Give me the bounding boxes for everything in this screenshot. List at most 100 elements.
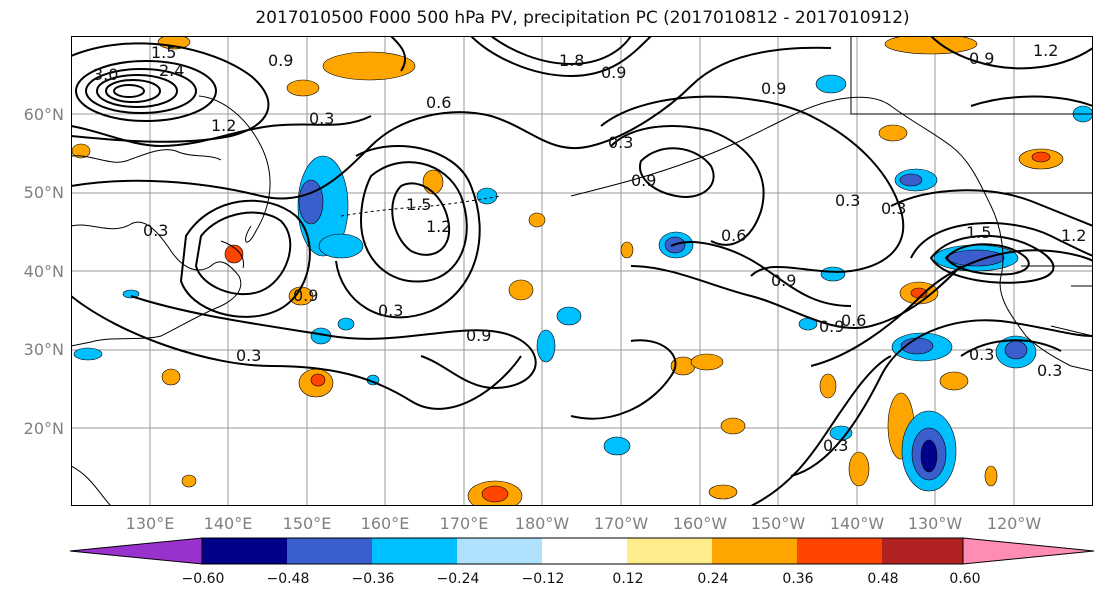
contour-label: 3.0 xyxy=(93,65,118,84)
precip-patch xyxy=(820,266,846,282)
precip-patch xyxy=(1004,340,1028,360)
precip-patch xyxy=(947,249,1005,267)
pv-contour xyxy=(390,36,407,72)
coastlines xyxy=(71,36,1093,506)
pv-contour xyxy=(75,60,217,122)
colorbar-tick: −0.24 xyxy=(436,571,480,587)
lon-label: 170°W xyxy=(593,514,649,533)
precip-patch xyxy=(298,179,324,225)
contour-label: 1.8 xyxy=(559,51,584,70)
contour-label: 1.2 xyxy=(426,217,451,236)
pv-contour xyxy=(750,355,892,506)
precip-positive-anomalies xyxy=(71,36,1064,506)
pv-contour xyxy=(391,182,451,256)
precip-patch xyxy=(899,173,923,187)
precip-patch xyxy=(556,306,582,326)
precip-patch xyxy=(508,279,534,301)
contour-label: 0.6 xyxy=(426,93,451,112)
contour-labels: 3.0 1.5 2.4 0.9 1.2 1.8 0.9 0.6 0.9 0.3 … xyxy=(93,41,1086,455)
precip-patch xyxy=(337,317,355,331)
map-title: 2017010500 F000 500 hPa PV, precipitatio… xyxy=(255,8,910,28)
colorbar-extend-high xyxy=(962,537,1095,565)
precip-patch xyxy=(815,74,847,94)
precip-patch xyxy=(536,329,556,363)
precip-patch xyxy=(286,79,320,97)
contour-label: 0.9 xyxy=(601,63,626,82)
coastline-east-asia xyxy=(71,221,242,347)
pv-contour xyxy=(929,234,1055,284)
precip-patch xyxy=(708,484,738,500)
pv-contour xyxy=(490,36,632,66)
contour-label: 1.5 xyxy=(151,43,176,62)
precip-patch xyxy=(620,241,634,259)
lat-label-30n: 30°N xyxy=(23,340,64,359)
pv-contour xyxy=(570,339,677,420)
pv-contour xyxy=(359,161,468,283)
lon-label: 160°E xyxy=(360,514,410,533)
precip-patch xyxy=(984,465,998,487)
precip-patch xyxy=(481,485,509,503)
pv-contour xyxy=(960,339,1062,357)
pv-contour xyxy=(600,95,905,277)
coastline-japan xyxy=(220,240,245,269)
colorbar-tick: −0.12 xyxy=(521,571,565,587)
contour-label: 0.9 xyxy=(466,326,491,345)
precip-patch xyxy=(224,244,244,264)
precip-patch xyxy=(878,124,908,142)
colorbar-segment xyxy=(797,538,882,564)
pv-contour xyxy=(890,189,1093,227)
contour-label: 0.3 xyxy=(823,436,848,455)
colorbar-tick: −0.48 xyxy=(266,571,310,587)
island-chain-kuril xyxy=(340,195,502,217)
pv-contour xyxy=(105,79,161,103)
pv-contour xyxy=(790,319,1093,477)
colorbar-tick: −0.36 xyxy=(351,571,395,587)
contour-label: 0.6 xyxy=(721,226,746,245)
precip-patch xyxy=(181,474,197,488)
coastline-alaska-na xyxy=(570,96,1093,372)
lon-label: 120°W xyxy=(986,514,1042,533)
precip-patch xyxy=(476,187,498,205)
contour-label: 0.3 xyxy=(969,345,994,364)
contour-label: 1.2 xyxy=(1033,41,1058,60)
pv-contour xyxy=(470,36,652,78)
pv-contour xyxy=(930,36,1093,70)
lat-label-40n: 40°N xyxy=(23,262,64,281)
pv-contour xyxy=(335,145,481,319)
map-panel: 3.0 1.5 2.4 0.9 1.2 1.8 0.9 0.6 0.9 0.3 … xyxy=(71,36,1093,506)
pv-contour xyxy=(910,222,1093,259)
precip-patch xyxy=(1031,151,1051,163)
border-state xyxy=(1050,325,1093,337)
coastline-russia xyxy=(71,149,222,163)
contour-label: 0.3 xyxy=(378,301,403,320)
lon-label: 140°W xyxy=(829,514,885,533)
colorbar-segment xyxy=(372,538,457,564)
contour-label: 1.5 xyxy=(966,223,991,242)
pv-contour xyxy=(179,199,311,318)
precip-patch xyxy=(73,347,103,361)
pv-contour xyxy=(71,295,522,410)
colorbar-tick: 0.48 xyxy=(867,571,899,587)
pv-contour xyxy=(610,125,765,246)
precip-patch xyxy=(920,439,938,473)
precip-patch xyxy=(422,169,444,195)
pv-contour xyxy=(71,46,832,200)
pv-contours xyxy=(71,36,1093,506)
colorbar-segment xyxy=(202,538,287,564)
pv-contour xyxy=(194,211,292,296)
contour-label: 0.9 xyxy=(268,51,293,70)
pv-contour xyxy=(970,95,1093,107)
contour-label: 0.9 xyxy=(819,317,844,336)
precip-patch xyxy=(310,373,326,387)
contour-label: 1.2 xyxy=(1061,226,1086,245)
lon-label: 130°E xyxy=(125,514,175,533)
contour-label: 0.3 xyxy=(881,199,906,218)
contour-label: 0.3 xyxy=(608,133,633,152)
colorbar-tick: 0.36 xyxy=(782,571,814,587)
contour-label: 2.4 xyxy=(159,61,184,80)
precip-patch xyxy=(939,371,969,391)
pv-contour xyxy=(71,115,372,148)
precip-negative-anomalies xyxy=(73,74,1093,492)
colorbar-segment xyxy=(457,538,542,564)
pv-contour xyxy=(113,84,145,98)
